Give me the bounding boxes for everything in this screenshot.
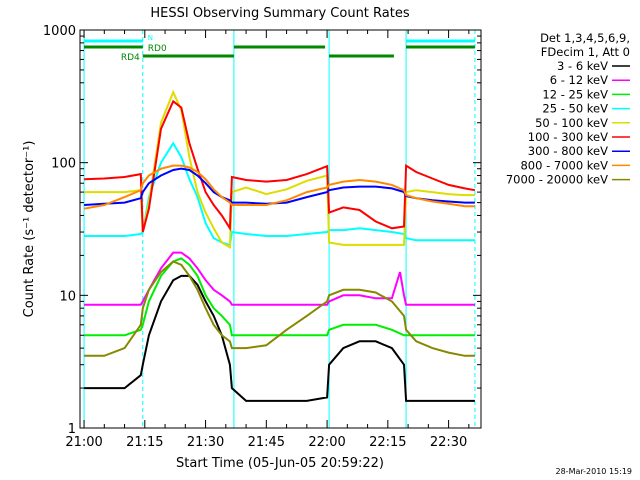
x-axis-ticks: 21:00 21:15 21:30 21:45 22:00 22:15 22:30 [65, 30, 470, 450]
legend-header-2: FDecim 1, Att 0 [541, 45, 630, 59]
series-line-2 [84, 257, 475, 337]
legend-label-2: 12 - 25 keV [542, 87, 608, 101]
legend-label-8: 7000 - 20000 keV [506, 173, 608, 187]
series-line-8 [84, 260, 475, 357]
x-tick-label-5: 22:15 [369, 435, 406, 450]
y-tick-label-0: 1 [68, 422, 76, 437]
state-bar-label-2: RD0 [148, 44, 167, 54]
y-axis-ticks: 1 10 100 1000 [43, 24, 481, 437]
y-axis-label: Count Rate (s⁻¹ detector⁻¹) [22, 141, 37, 318]
legend-label-0: 3 - 6 keV [557, 59, 608, 73]
series-line-1 [84, 251, 475, 306]
x-axis-label: Start Time (05-Jun-05 20:59:22) [176, 456, 384, 471]
attenuator-bars: N RD0 RD4 [84, 34, 475, 63]
legend-label-4: 50 - 100 keV [535, 116, 608, 130]
generation-timestamp: 28-Mar-2010 15:19 [556, 467, 633, 476]
chart-title: HESSI Observing Summary Count Rates [150, 6, 409, 21]
x-tick-label-4: 22:00 [308, 435, 345, 450]
legend-label-6: 300 - 800 keV [528, 144, 608, 158]
legend-label-5: 100 - 300 keV [528, 130, 608, 144]
y-tick-label-3: 1000 [43, 24, 76, 39]
series-lines [83, 89, 476, 402]
series-line-7 [83, 164, 475, 210]
x-tick-label-3: 21:45 [248, 435, 285, 450]
vertical-markers [83, 30, 476, 428]
x-tick-label-2: 21:30 [187, 435, 224, 450]
state-bar-label-5: RD4 [121, 53, 140, 63]
state-bar-label-0: N [148, 34, 153, 42]
x-tick-label-1: 21:15 [126, 435, 163, 450]
y-tick-label-2: 100 [51, 157, 76, 172]
legend-header-1: Det 1,3,4,5,6,9, [540, 31, 630, 45]
legend-label-1: 6 - 12 keV [550, 73, 608, 87]
x-tick-label-0: 21:00 [65, 435, 102, 450]
legend-label-7: 800 - 7000 keV [520, 158, 608, 172]
y-tick-label-1: 10 [59, 289, 76, 304]
series-line-5 [84, 99, 476, 233]
series-line-0 [84, 274, 475, 402]
legend: Det 1,3,4,5,6,9, FDecim 1, Att 0 3 - 6 k… [506, 31, 630, 187]
plot-frame [79, 29, 482, 429]
legend-label-3: 25 - 50 keV [542, 102, 608, 116]
x-tick-label-6: 22:30 [430, 435, 467, 450]
